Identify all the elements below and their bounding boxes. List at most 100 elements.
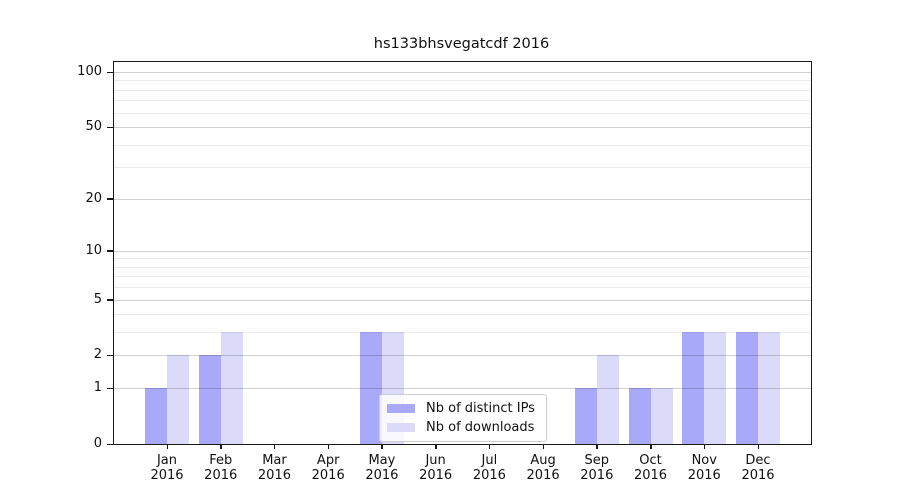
x-tick-mark	[327, 444, 330, 449]
bar-downloads-jan	[167, 355, 189, 444]
legend-swatch-distinct-ips	[387, 404, 415, 413]
gridline-minor	[114, 287, 811, 289]
x-tick-month: Jun	[425, 453, 446, 468]
bar-downloads-oct	[650, 388, 673, 444]
bar-downloads-nov	[704, 332, 727, 444]
x-tick-year: 2016	[311, 468, 345, 483]
bar-distinct-ips-may	[359, 332, 382, 444]
x-tick-mark	[166, 444, 168, 449]
gridline-minor	[114, 144, 811, 146]
x-tick-mark	[435, 444, 437, 449]
bar-downloads-feb	[220, 332, 243, 444]
x-tick-mark	[220, 444, 222, 449]
bar-distinct-ips-jan	[145, 388, 167, 444]
bar-downloads-dec	[758, 332, 780, 444]
x-tick-year: 2016	[365, 468, 399, 483]
y-tick-label: 5	[93, 291, 102, 307]
gridline-major	[114, 299, 811, 301]
x-tick-label-mar: Mar 2016	[244, 453, 304, 483]
x-tick-label-jul: Jul 2016	[459, 453, 519, 483]
x-tick-month: Mar	[262, 453, 287, 468]
gridline-minor	[114, 89, 811, 91]
y-tick-label: 20	[85, 190, 102, 206]
legend-label-distinct-ips: Nb of distinct IPs	[426, 401, 535, 416]
y-tick-label: 50	[85, 119, 102, 135]
x-tick-label-may: May 2016	[352, 453, 412, 483]
x-tick-label-apr: Apr 2016	[298, 453, 358, 483]
bar-downloads-sep	[596, 355, 619, 444]
legend-swatch-downloads	[387, 423, 415, 432]
x-tick-month: Nov	[691, 453, 717, 468]
x-tick-month: Sep	[584, 453, 610, 468]
gridline-minor	[114, 276, 811, 278]
x-tick-month: Jan	[156, 453, 178, 468]
gridline-major	[114, 250, 811, 252]
gridline-minor	[114, 258, 811, 260]
y-tick-mark	[106, 126, 113, 129]
x-tick-label-aug: Aug 2016	[513, 453, 573, 483]
gridline-major	[114, 127, 811, 129]
x-tick-label-feb: Feb 2016	[191, 453, 251, 483]
gridline-minor	[114, 80, 811, 82]
x-tick-mark	[273, 444, 276, 449]
y-tick-label: 0	[93, 436, 102, 451]
x-tick-month: Feb	[209, 453, 233, 468]
y-tick-mark	[106, 299, 113, 301]
y-tick-label: 100	[77, 64, 102, 79]
bar-distinct-ips-dec	[736, 332, 758, 444]
x-tick-mark	[381, 444, 383, 449]
x-tick-mark	[703, 444, 706, 449]
chart-title: hs133bhsvegatcdf 2016	[373, 36, 550, 52]
y-tick-mark	[106, 387, 113, 390]
x-tick-year: 2016	[687, 468, 721, 483]
x-tick-month: Aug	[530, 453, 556, 468]
gridline-minor	[114, 314, 811, 316]
plot-area: 0 1 2 5 10 20 50 100 Jan 2016 Feb 2016 Mar 2016 Apr 20…	[77, 61, 812, 483]
x-tick-label-jun: Jun 2016	[406, 453, 466, 483]
x-tick-label-dec: Dec 2016	[728, 453, 788, 483]
x-tick-year: 2016	[150, 468, 184, 483]
x-tick-mark	[488, 444, 491, 449]
legend-item-downloads: Nb of downloads	[380, 420, 546, 435]
x-tick-label-oct: Oct 2016	[621, 453, 681, 483]
legend: Nb of distinct IPs Nb of downloads	[379, 394, 547, 442]
x-tick-mark	[542, 444, 545, 449]
x-tick-month: Oct	[639, 453, 662, 468]
x-tick-month: Apr	[316, 453, 340, 468]
x-tick-label-jan: Jan 2016	[137, 453, 197, 483]
bar-distinct-ips-sep	[574, 388, 597, 444]
y-tick-mark	[106, 354, 113, 357]
x-tick-mark	[596, 444, 598, 449]
gridline-major	[114, 72, 811, 73]
legend-label-downloads: Nb of downloads	[426, 420, 535, 435]
bar-distinct-ips-feb	[198, 355, 221, 444]
x-tick-month: May	[368, 453, 396, 468]
gridline-minor	[114, 167, 811, 169]
y-tick-label: 10	[85, 242, 102, 258]
gridline-minor	[114, 266, 811, 268]
legend-item-distinct-ips: Nb of distinct IPs	[380, 401, 546, 416]
x-tick-month: Jul	[481, 453, 498, 468]
x-tick-month: Dec	[745, 453, 771, 468]
x-tick-year: 2016	[633, 468, 668, 483]
y-tick-label: 1	[93, 380, 102, 396]
x-tick-year: 2016	[580, 468, 614, 483]
x-tick-year: 2016	[526, 468, 560, 483]
bar-distinct-ips-oct	[628, 388, 651, 444]
gridline-minor	[114, 100, 811, 102]
x-tick-year: 2016	[741, 468, 775, 483]
x-tick-mark	[650, 444, 652, 449]
x-tick-label-sep: Sep 2016	[567, 453, 627, 483]
x-tick-mark	[757, 444, 759, 449]
y-tick-mark	[106, 443, 113, 445]
x-tick-label-nov: Nov 2016	[674, 453, 734, 483]
y-tick-label: 2	[93, 347, 102, 363]
x-tick-year: 2016	[419, 468, 453, 483]
bar-distinct-ips-nov	[682, 332, 705, 444]
y-tick-mark	[106, 198, 113, 200]
x-tick-year: 2016	[257, 468, 291, 483]
gridline-minor	[114, 112, 811, 114]
y-tick-mark	[106, 71, 113, 73]
x-tick-year: 2016	[204, 468, 238, 483]
